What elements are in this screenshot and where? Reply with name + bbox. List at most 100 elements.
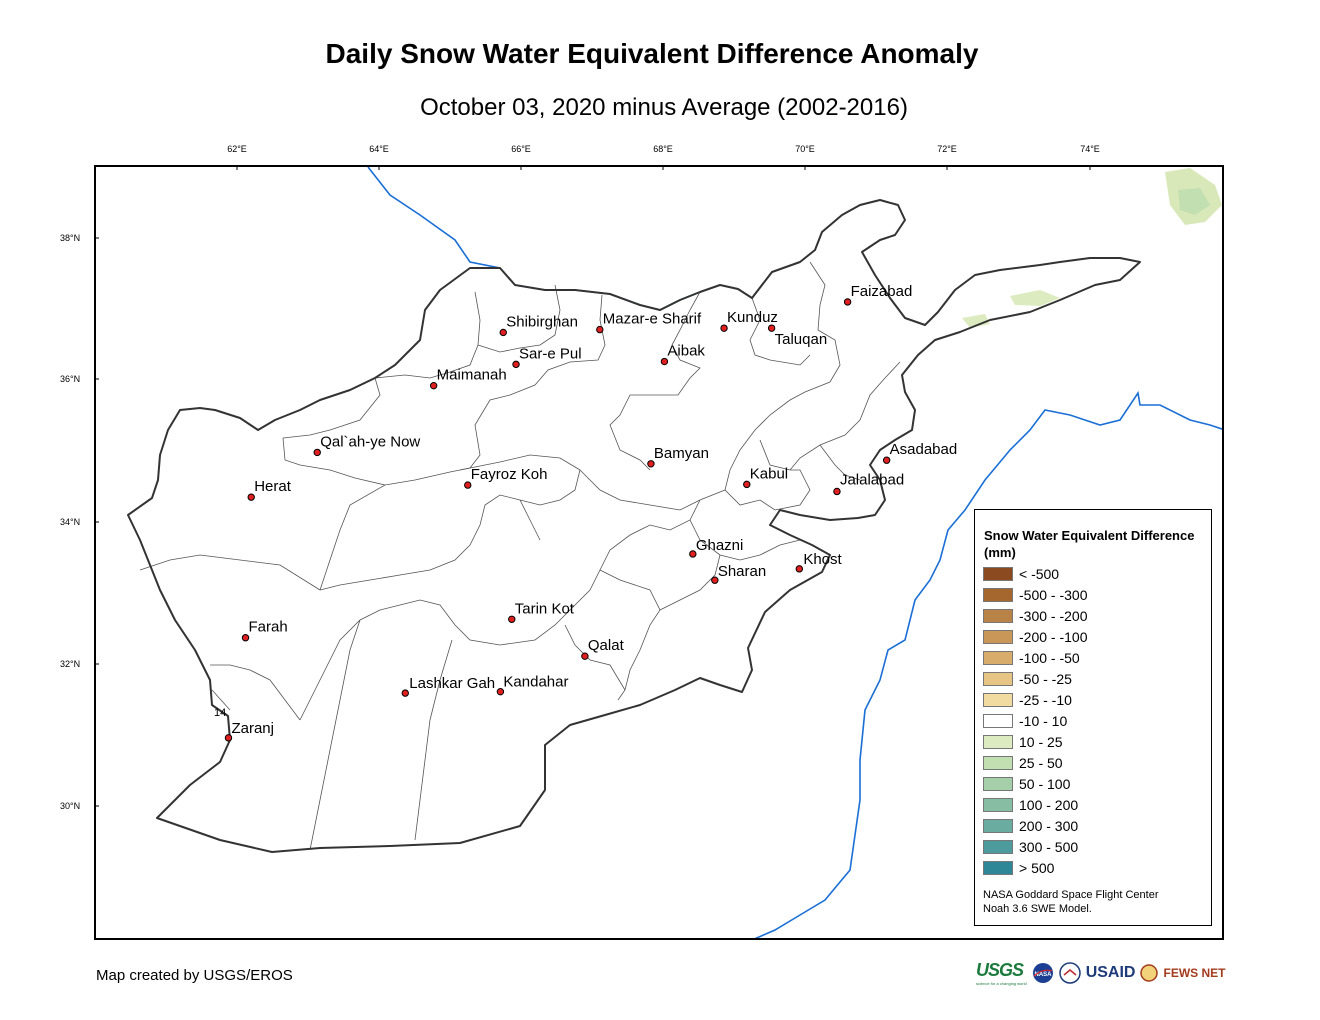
city-marker[interactable]	[499, 328, 507, 337]
stray-label: 14	[214, 707, 226, 719]
fewsnet-globe-icon	[1140, 964, 1159, 982]
legend-swatch	[983, 588, 1013, 602]
anomaly-patch-pamir-core	[1178, 188, 1210, 215]
legend-label: -10 - 10	[1019, 713, 1068, 729]
nasa-wordmark: NASA	[1034, 972, 1052, 978]
legend-item: 10 - 25	[983, 733, 1063, 751]
boundary-helmand-kandahar	[414, 639, 453, 841]
boundary-herat-farah	[139, 554, 321, 591]
city-marker[interactable]	[711, 576, 719, 584]
city-marker[interactable]	[882, 456, 891, 464]
boundary-wardak-kabul	[579, 469, 811, 511]
city-label: Fayroz Koh	[471, 466, 548, 483]
legend-label: -500 - -300	[1019, 587, 1088, 603]
legend-item: 50 - 100	[983, 775, 1070, 793]
boundary-takhar-badakhshan	[729, 261, 841, 471]
city-marker[interactable]	[767, 324, 776, 332]
city-label: Lashkar Gah	[409, 675, 495, 692]
legend-item: 200 - 300	[983, 817, 1078, 835]
boundary-samangan-baghlan	[609, 291, 701, 471]
city-label: Kabul	[750, 465, 788, 482]
anomaly-patch-wakhan	[1010, 290, 1060, 306]
legend-item: < -500	[983, 565, 1059, 583]
graticule-ticks	[96, 167, 1091, 807]
boundary-uruzgan-helmand	[299, 499, 701, 721]
legend-label: -200 - -100	[1019, 629, 1088, 645]
city-marker[interactable]	[660, 357, 669, 366]
logo-strip: USGS science for a changing world NASA U…	[976, 958, 1225, 988]
city-marker[interactable]	[401, 689, 409, 697]
lon-label-66: 66°E	[511, 144, 531, 154]
legend-item: -200 - -100	[983, 628, 1087, 646]
boundary-ghazni-paktika	[659, 554, 721, 611]
city-label: Bamyan	[654, 445, 709, 462]
map-frame[interactable]: Faizabad Shibirghan Mazar-e Sharif Kunduz Ta…	[94, 165, 1224, 940]
city-label: Faizabad	[851, 283, 913, 300]
legend-item: -100 - -50	[983, 649, 1080, 667]
city-marker[interactable]	[512, 360, 520, 369]
city-label: Farah	[249, 619, 288, 636]
map-title: Daily Snow Water Equivalent Difference A…	[325, 38, 979, 69]
boundary-uruzgan-zabul	[564, 624, 626, 691]
usaid-logo[interactable]: USAID	[1085, 964, 1136, 981]
city-marker[interactable]	[743, 480, 751, 489]
city-marker[interactable]	[464, 481, 472, 489]
nasa-logo-icon[interactable]: NASA	[1032, 962, 1054, 984]
boundary-badakhshan-nuristan	[789, 361, 901, 471]
usgs-wordmark: USGS	[976, 960, 1024, 980]
lon-label-64: 64°E	[369, 144, 389, 154]
legend-label: > 500	[1019, 860, 1055, 876]
city-marker[interactable]	[224, 734, 233, 742]
city-marker[interactable]	[247, 493, 255, 501]
legend-swatch	[983, 567, 1013, 581]
city-marker[interactable]	[596, 325, 604, 334]
province-boundaries	[139, 261, 901, 851]
usgs-logo[interactable]: USGS science for a changing world	[976, 960, 1027, 986]
city-marker[interactable]	[843, 298, 852, 306]
legend-swatch	[983, 777, 1013, 791]
legend-item: -300 - -200	[983, 607, 1087, 625]
lat-label-36: 36°N	[60, 374, 81, 384]
fewsnet-logo[interactable]: FEWS NET	[1163, 966, 1226, 980]
boundary-ghor-south	[319, 454, 581, 591]
city-label: Qal`ah-ye Now	[320, 433, 420, 450]
city-marker[interactable]	[689, 550, 697, 558]
lon-label-68: 68°E	[653, 144, 673, 154]
boundary-herat-badghis	[282, 377, 381, 439]
boundary-kabul-region	[724, 439, 861, 491]
city-marker[interactable]	[581, 652, 589, 660]
city-label: Kunduz	[727, 309, 778, 326]
legend-credit-line: NASA Goddard Space Flight Center	[983, 889, 1159, 901]
city-marker[interactable]	[833, 487, 841, 496]
cities-layer: Faizabad Shibirghan Mazar-e Sharif Kunduz Ta…	[224, 283, 957, 742]
legend-item: -50 - -25	[983, 670, 1072, 688]
legend-swatch	[983, 609, 1013, 623]
lon-label-72: 72°E	[937, 144, 957, 154]
city-label: Taluqan	[775, 331, 828, 348]
lat-label-38: 38°N	[60, 233, 81, 243]
boundary-faryab-jawzjan	[374, 291, 481, 379]
legend-swatch	[983, 693, 1013, 707]
legend-item: -500 - -300	[983, 586, 1087, 604]
city-marker[interactable]	[647, 460, 655, 468]
city-marker[interactable]	[429, 381, 438, 390]
boundary-ghazni-paktia	[689, 519, 801, 561]
legend-label: -300 - -200	[1019, 608, 1088, 624]
legend-item: -10 - 10	[983, 712, 1067, 730]
map-subtitle: October 03, 2020 minus Average (2002-201…	[420, 94, 908, 121]
city-marker[interactable]	[496, 687, 505, 696]
river-indus	[754, 390, 1222, 938]
city-label: Khost	[803, 551, 842, 568]
legend-label: 50 - 100	[1019, 776, 1071, 792]
city-marker[interactable]	[241, 634, 250, 642]
city-marker[interactable]	[508, 615, 516, 623]
snow-anomaly-patches	[962, 168, 1222, 328]
boundary-jawzjan-balkh	[477, 284, 561, 353]
city-marker[interactable]	[795, 565, 804, 573]
legend-item: -25 - -10	[983, 691, 1072, 709]
lat-label-32: 32°N	[60, 659, 81, 669]
legend-credit-line: Noah 3.6 SWE Model.	[983, 903, 1092, 915]
city-marker[interactable]	[720, 324, 728, 332]
city-marker[interactable]	[313, 448, 321, 457]
legend-credit: NASA Goddard Space Flight Center Noah 3.…	[983, 888, 1158, 916]
